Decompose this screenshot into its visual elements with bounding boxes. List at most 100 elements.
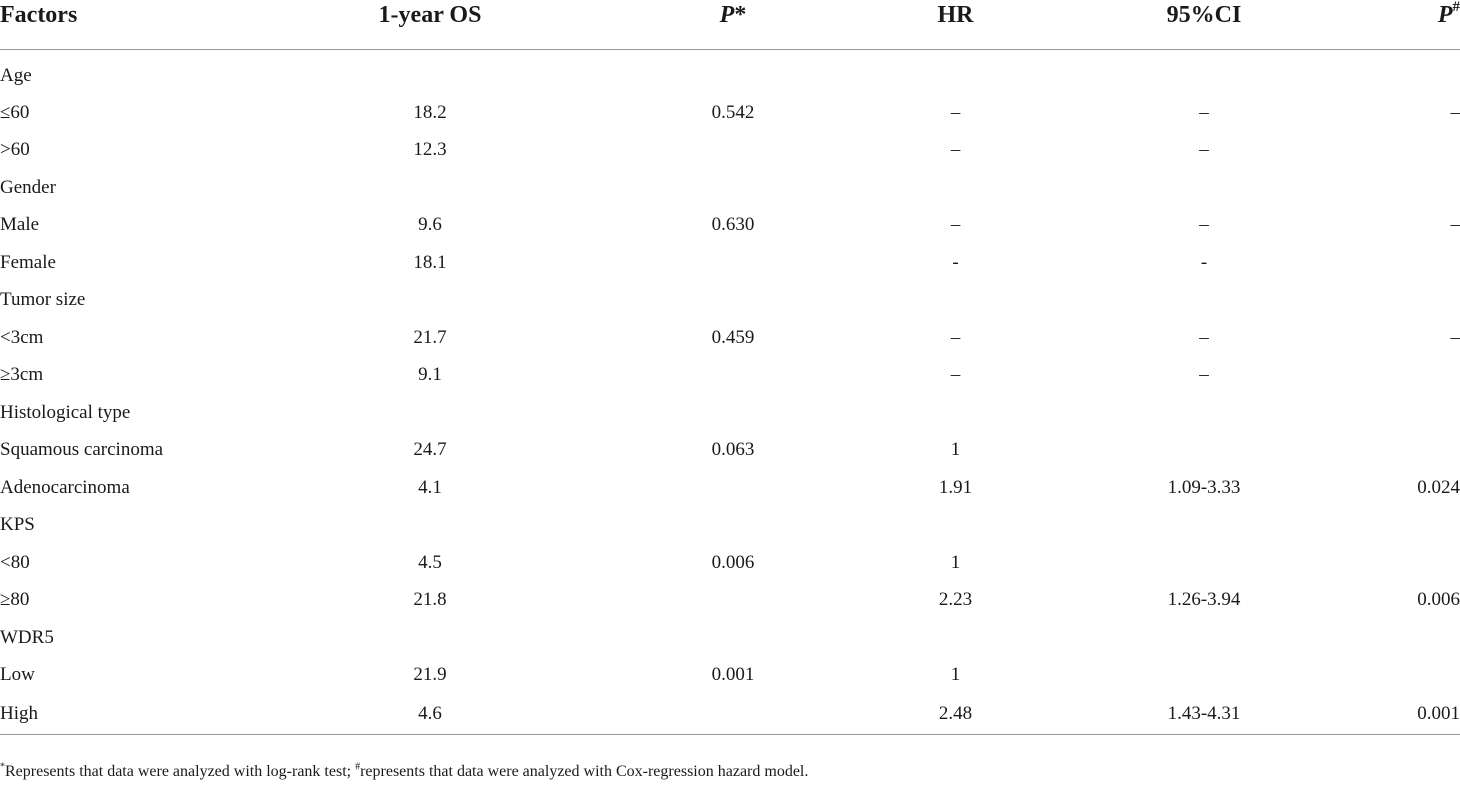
cell-factor: ≥80 [0,589,30,611]
cell-hr: 1 [950,551,961,573]
results-table: Factors 1-year OS P* HR 95%CI P# Age ≤60 1… [0,0,1460,735]
cell-p-cox [1335,357,1460,395]
cell-95ci: 1.43-4.31 [1073,694,1335,735]
cell-1-year-os [232,169,628,207]
header-p-logrank-mark: * [734,2,747,28]
cell-p-cox [1335,49,1460,94]
cell-1-year-os [232,49,628,94]
cell-factor: <80 [0,551,30,573]
cell-p-cox [1335,544,1460,582]
table-row: Low 21.9 0.001 1 [0,657,1460,695]
cell-factor: Histological type [0,401,131,423]
cell-p-logrank [628,169,838,207]
footnote-logrank-text: Represents that data were analyzed with … [5,763,356,780]
cell-factor: Squamous carcinoma [0,439,164,461]
cell-1-year-os: 4.6 [232,694,628,735]
table-row: Gender [0,169,1460,207]
table-row: ≤60 18.2 0.542 – – – [0,94,1460,132]
cell-p-logrank [628,282,838,320]
cell-95ci: – [1199,214,1209,236]
cell-p-cox: – [1450,101,1460,123]
cell-p-logrank: 0.006 [711,551,755,573]
cell-factor: WDR5 [0,626,54,648]
header-1-year-os: 1-year OS [232,0,628,50]
table-row: <80 4.5 0.006 1 [0,544,1460,582]
table-row: Female 18.1 - - [0,244,1460,282]
cell-factor: Low [0,664,35,686]
cell-95ci: 1.26-3.94 [1167,589,1241,611]
cell-p-cox [1335,507,1460,545]
cell-factor: Tumor size [0,289,86,311]
header-p-cox-mark: # [1452,0,1460,15]
cell-factor: ≤60 [0,101,30,123]
cell-p-logrank: 0.542 [711,101,755,123]
cell-95ci [1073,169,1335,207]
cell-factor: Female [0,251,56,273]
header-p-cox-letter: P [1437,2,1453,28]
cell-hr: 2.23 [938,589,973,611]
cell-1-year-os [232,282,628,320]
table-row: High 4.6 2.48 1.43-4.31 0.001 [0,694,1460,735]
header-95ci: 95%CI [1073,0,1335,50]
cell-factor: Adenocarcinoma [0,476,130,498]
cell-1-year-os: 21.7 [413,326,447,348]
cell-hr: 1 [950,664,961,686]
cell-95ci: – [1199,364,1209,386]
table-row: >60 12.3 – – [0,132,1460,170]
cell-hr [838,507,1073,545]
cell-p-logrank: 0.459 [711,326,755,348]
cell-95ci [1073,619,1335,657]
cell-hr: – [950,139,961,161]
cell-1-year-os: 4.1 [418,476,442,498]
table-row: Age [0,49,1460,94]
table-row: ≥3cm 9.1 – – [0,357,1460,395]
cell-hr: 1 [950,439,961,461]
cell-p-logrank [628,49,838,94]
cell-p-logrank [628,244,838,282]
header-hr: HR [838,0,1073,50]
header-p-logrank: P* [628,0,838,50]
cell-95ci [1073,282,1335,320]
cell-1-year-os: 9.1 [418,364,442,386]
table-row: WDR5 [0,619,1460,657]
cell-1-year-os: 18.2 [413,101,447,123]
cell-p-cox [1335,169,1460,207]
table-footnote: *Represents that data were analyzed with… [0,761,808,781]
footnote-hash-mark: # [355,761,361,773]
cell-hr [838,49,1073,94]
cell-p-cox [1335,657,1460,695]
cell-p-logrank [628,507,838,545]
header-row: Factors 1-year OS P* HR 95%CI P# [0,0,1460,50]
cell-95ci: – [1199,326,1209,348]
table-body: Age ≤60 18.2 0.542 – – – >60 12.3 – – Gender Male 9.6… [0,49,1460,735]
cell-p-logrank: 0.630 [711,214,755,236]
cell-factor: High [0,694,232,735]
cell-p-logrank [628,469,838,507]
cell-p-logrank [628,357,838,395]
cell-p-cox: – [1450,214,1460,236]
cell-factor: Gender [0,176,56,198]
cell-hr: – [950,364,961,386]
cell-p-logrank: 0.001 [711,664,755,686]
cell-p-logrank [628,132,838,170]
table-row: ≥80 21.8 2.23 1.26-3.94 0.006 [0,582,1460,620]
cell-factor: ≥3cm [0,364,44,386]
cell-1-year-os: 4.5 [418,551,442,573]
cell-95ci [1073,432,1335,470]
table-row: KPS [0,507,1460,545]
cell-95ci [1073,394,1335,432]
cell-factor: KPS [0,514,35,536]
footnote-star-mark: * [0,761,5,773]
cell-1-year-os: 21.9 [413,664,447,686]
cell-p-cox [1335,394,1460,432]
cell-p-logrank [628,582,838,620]
table-row: Squamous carcinoma 24.7 0.063 1 [0,432,1460,470]
table-row: <3cm 21.7 0.459 – – – [0,319,1460,357]
cell-hr [838,394,1073,432]
cell-95ci: – [1199,139,1209,161]
cell-1-year-os: 21.8 [413,589,447,611]
cell-hr [838,282,1073,320]
cell-1-year-os [232,619,628,657]
cell-1-year-os: 12.3 [413,139,447,161]
cell-hr: - [952,251,959,273]
